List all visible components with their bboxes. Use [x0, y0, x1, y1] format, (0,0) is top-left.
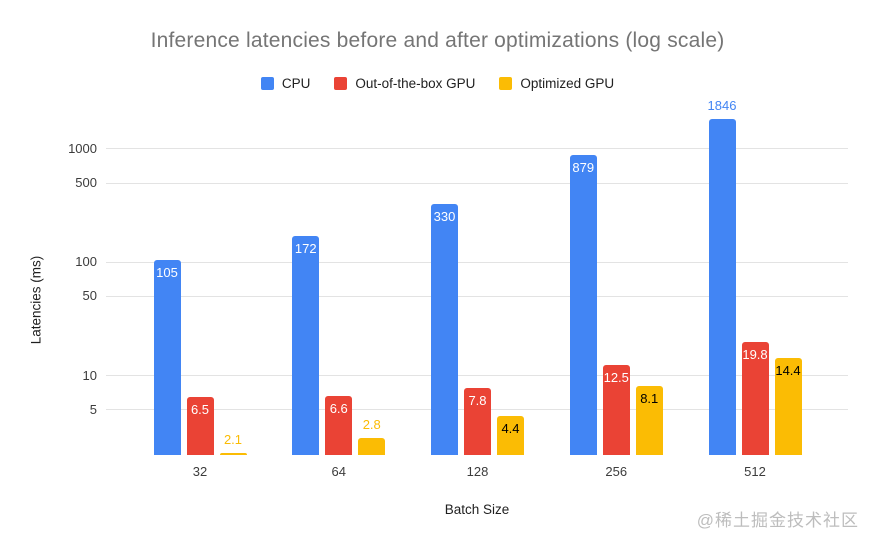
bar-value-label: 6.6 — [329, 401, 348, 417]
bar-value-label: 2.1 — [223, 431, 243, 447]
legend-label: Optimized GPU — [520, 75, 615, 91]
bar-out-of-the-box-gpu-128[interactable] — [464, 387, 491, 455]
y-tick-label: 5 — [89, 401, 97, 417]
legend-label: CPU — [281, 75, 311, 91]
bar-cpu-32[interactable] — [153, 259, 181, 455]
bar-cpu-256[interactable] — [569, 155, 597, 455]
bar-value-label: 172 — [294, 240, 317, 256]
bar-out-of-the-box-gpu-64[interactable] — [325, 396, 353, 455]
legend-label: Out-of-the-box GPU — [355, 75, 476, 91]
gpu-series-swatch-icon — [334, 76, 348, 90]
legend-item-out-of-the-box-gpu[interactable]: Out-of-the-box GPU — [334, 76, 475, 91]
x-tick-label: 32 — [192, 464, 208, 479]
bar-value-label: 8.1 — [640, 391, 659, 407]
bar-cpu-128[interactable] — [431, 203, 458, 455]
bar-value-label: 14.4 — [775, 362, 801, 378]
bar-cpu-512[interactable] — [708, 118, 736, 455]
cpu-series-swatch-icon — [260, 76, 274, 90]
y-tick-label: 1000 — [68, 140, 97, 156]
bar-value-label: 6.5 — [190, 401, 210, 417]
bar-out-of-the-box-gpu-32[interactable] — [186, 396, 214, 455]
gridline — [106, 148, 848, 150]
y-axis-title: Latencies (ms) — [28, 255, 44, 345]
y-tick-label: 50 — [82, 288, 97, 304]
legend-item-cpu[interactable]: CPU — [260, 75, 311, 91]
legend-item-optimized-gpu[interactable]: Optimized GPU — [499, 76, 614, 91]
gridline — [106, 375, 848, 377]
bar-optimized-gpu-256[interactable] — [635, 386, 663, 455]
optimized-gpu-series-swatch-icon — [499, 76, 513, 90]
x-tick-label: 64 — [331, 464, 346, 479]
bar-cpu-64[interactable] — [292, 235, 320, 455]
bar-value-label: 330 — [433, 208, 456, 224]
y-tick-label: 100 — [75, 254, 97, 270]
bar-value-label: 1846 — [707, 97, 737, 113]
bar-value-label: 19.8 — [742, 347, 768, 363]
bar-optimized-gpu-32[interactable] — [219, 452, 247, 455]
y-tick-label: 10 — [82, 367, 97, 383]
x-tick-label: 128 — [466, 464, 489, 479]
x-tick-label: 512 — [744, 464, 766, 479]
bar-value-label: 2.8 — [362, 417, 381, 433]
bar-value-label: 12.5 — [603, 369, 629, 385]
gridline — [106, 182, 848, 184]
bar-value-label: 4.4 — [501, 421, 520, 437]
bar-value-label: 879 — [572, 160, 595, 176]
bar-out-of-the-box-gpu-512[interactable] — [741, 342, 769, 455]
chart-title: Inference latencies before and after opt… — [150, 29, 725, 52]
gridline — [106, 261, 848, 263]
watermark: @稀土掘金技术社区 — [696, 511, 859, 530]
legend: CPU Out-of-the-box GPU Optimized GPU — [0, 74, 875, 92]
bar-optimized-gpu-512[interactable] — [774, 357, 802, 455]
y-tick-label: 500 — [75, 175, 97, 191]
bar-value-label: 105 — [156, 264, 178, 280]
bar-optimized-gpu-128[interactable] — [497, 416, 524, 455]
gridline — [106, 295, 848, 297]
bar-out-of-the-box-gpu-256[interactable] — [602, 364, 630, 455]
bar-value-label: 7.8 — [468, 392, 487, 408]
x-axis-title: Batch Size — [444, 502, 510, 517]
bar-optimized-gpu-64[interactable] — [358, 438, 386, 455]
x-tick-label: 256 — [605, 464, 628, 479]
